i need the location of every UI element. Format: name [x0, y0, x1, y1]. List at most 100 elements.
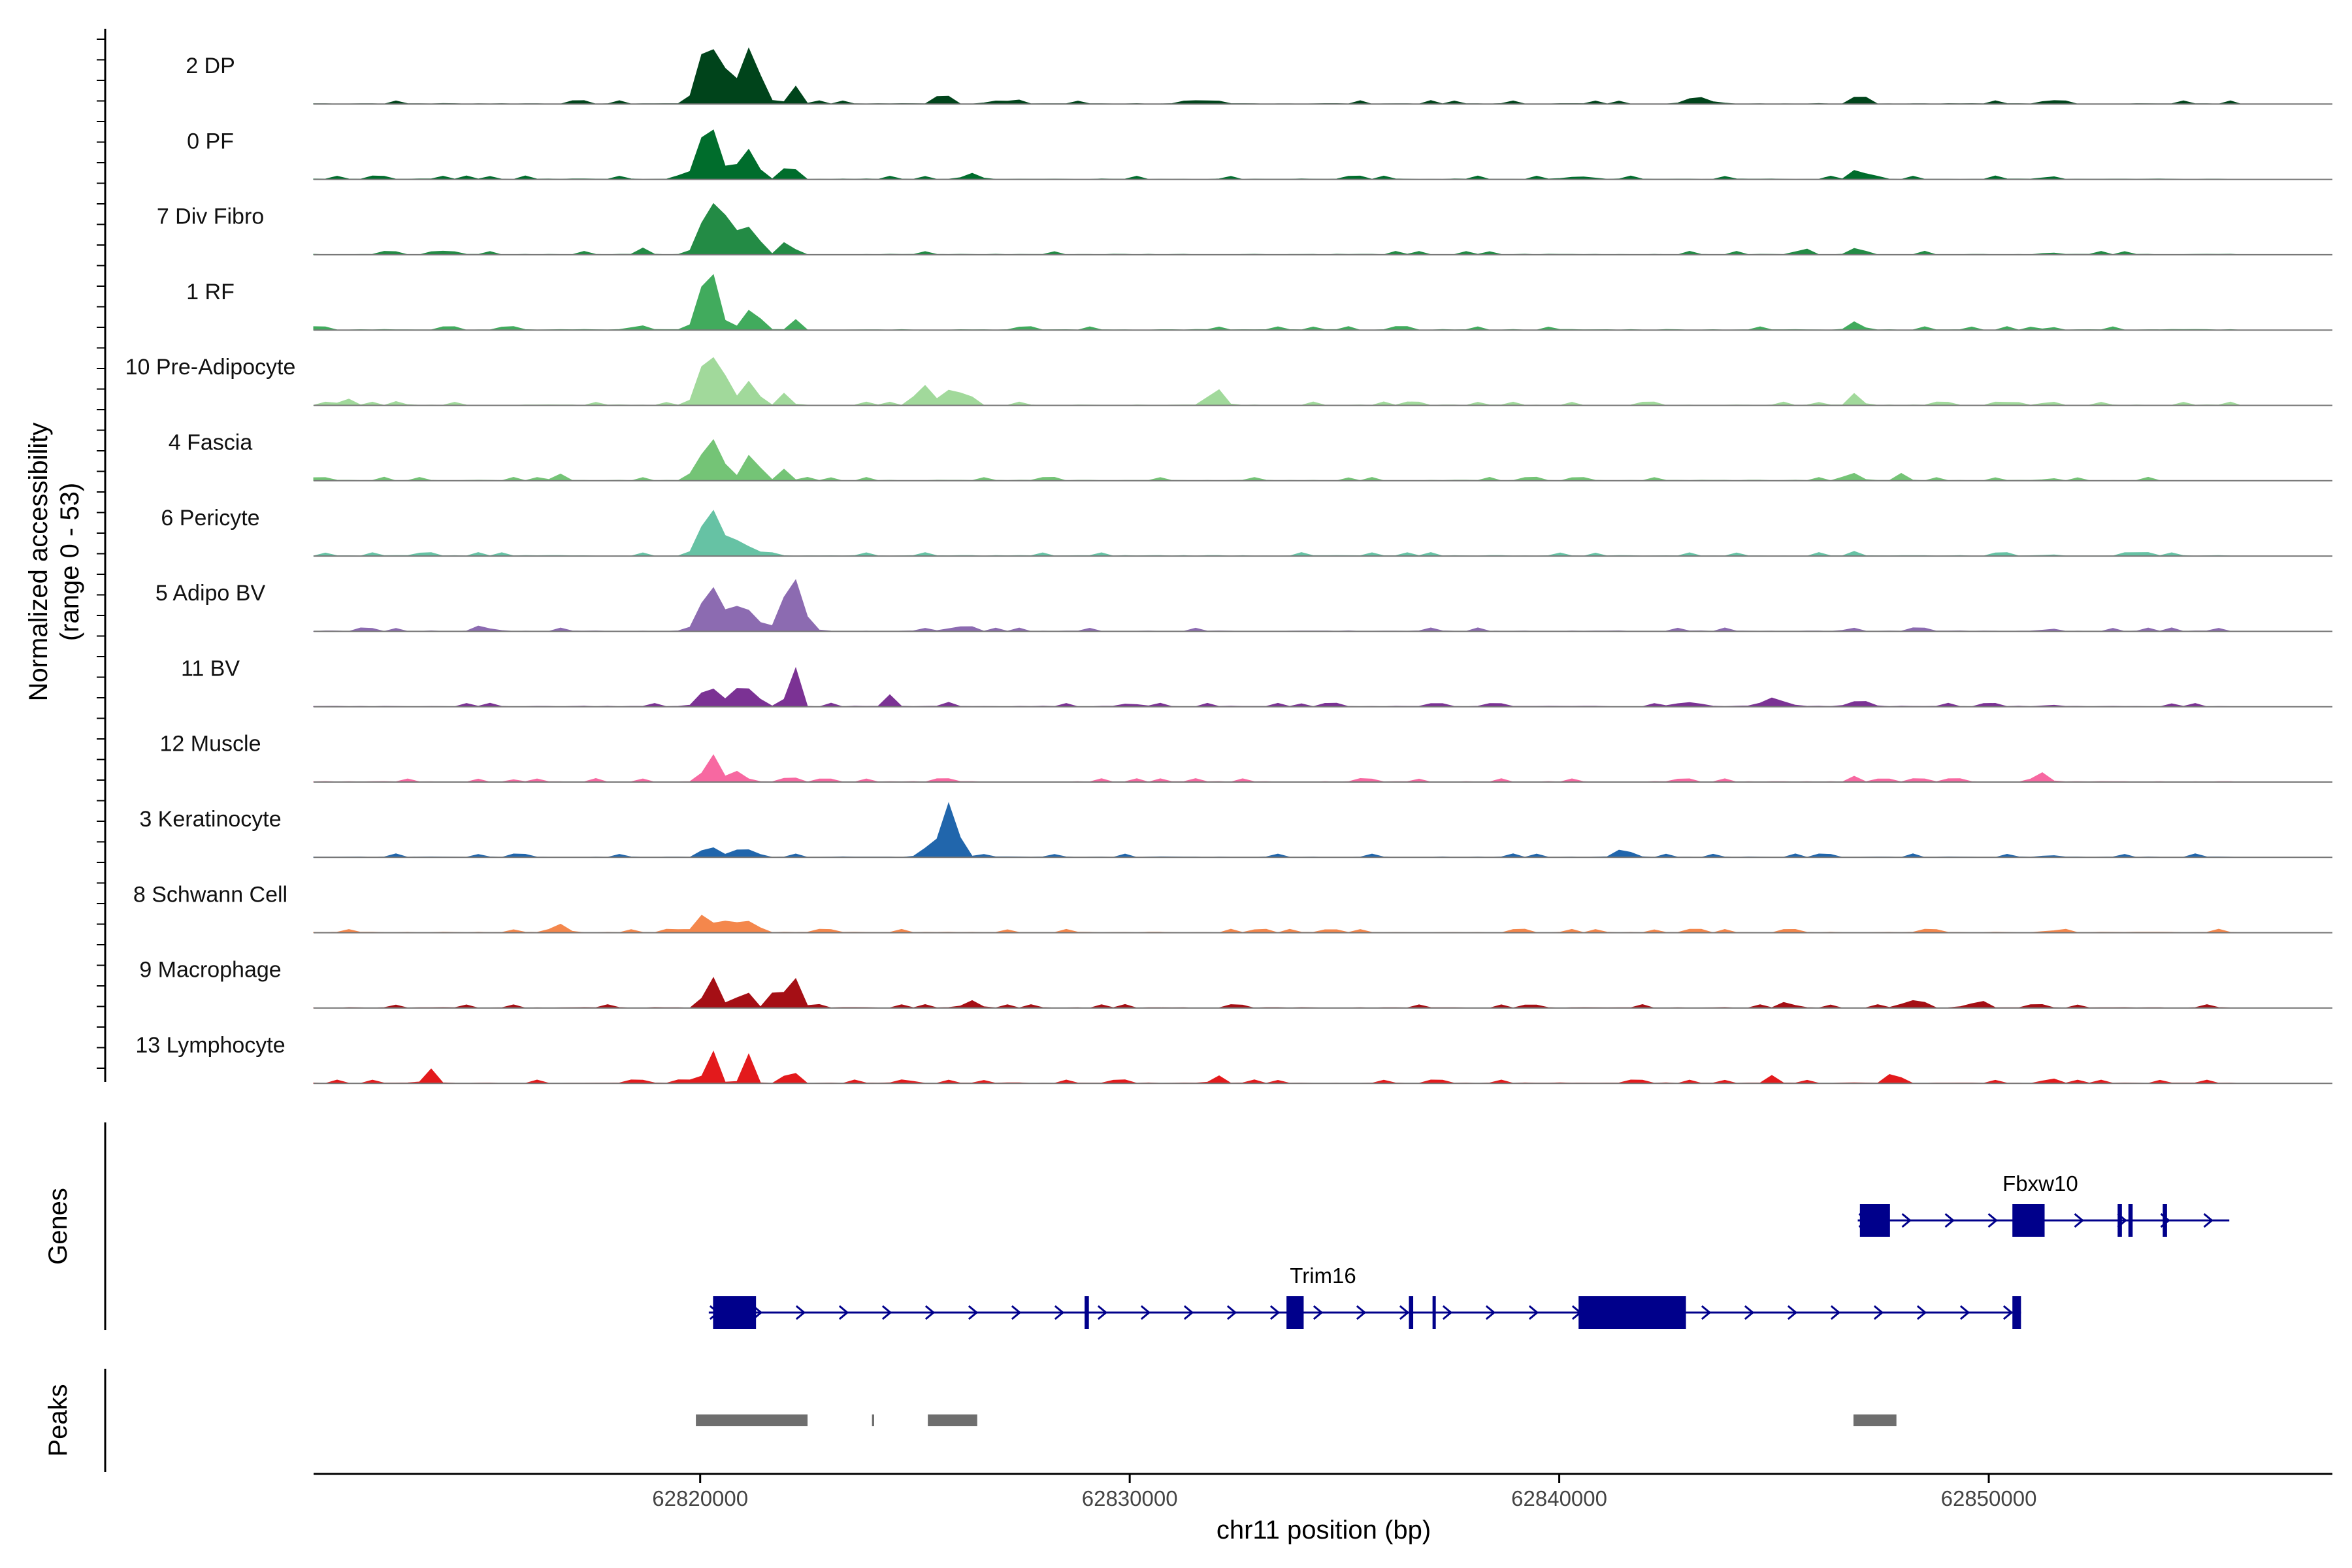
coverage-area	[313, 274, 2242, 331]
gene-exon	[1859, 1204, 1890, 1237]
gene-exon	[1286, 1296, 1304, 1329]
coverage-axis-ticks	[97, 39, 105, 1069]
strand-arrow	[2002, 1305, 2014, 1320]
strand-arrow	[1226, 1305, 1237, 1320]
strand-arrow	[1987, 1213, 1998, 1228]
track-6: 4 Fascia	[169, 431, 2332, 482]
gene-exon	[2128, 1204, 2133, 1237]
coverage-area	[313, 802, 2242, 858]
coverage-area	[313, 754, 2242, 783]
strand-arrow	[1399, 1305, 1410, 1320]
strand-arrow	[1873, 1305, 1884, 1320]
x-tick-label: 62850000	[1941, 1486, 2037, 1511]
strand-arrow	[1744, 1305, 1755, 1320]
track-label: 12 Muscle	[160, 732, 261, 757]
gene-exon	[1578, 1296, 1686, 1329]
strand-arrow	[1528, 1305, 1539, 1320]
gene-exon	[2117, 1204, 2122, 1237]
track-label: 8 Schwann Cell	[133, 882, 287, 907]
gene-annotations: Fbxw10 Trim16	[708, 1171, 2230, 1329]
strand-arrow	[1901, 1213, 1912, 1228]
x-axis-ticks: 62820000 62830000 62840000 62850000	[652, 1474, 2036, 1511]
gene-exon	[2163, 1204, 2167, 1237]
y-axis-range: (range 0 - 53)	[56, 483, 84, 641]
x-tick-label: 62830000	[1082, 1486, 1178, 1511]
strand-arrow	[1011, 1305, 1022, 1320]
strand-arrow	[2074, 1213, 2084, 1228]
strand-arrow	[838, 1305, 849, 1320]
track-9: 11 BV	[181, 656, 2332, 708]
gene-exon	[1085, 1296, 1089, 1329]
track-label: 2 DP	[186, 54, 235, 78]
coverage-area	[313, 579, 2242, 632]
track-10: 12 Muscle	[160, 732, 2332, 783]
gene-fbxw10: Fbxw10	[1857, 1171, 2230, 1237]
track-label: 1 RF	[186, 280, 235, 304]
coverage-tracks: 2 DP 0 PF 7 Div Fibro 1 RF 10 Pre-Adipocyte 4…	[125, 47, 2332, 1085]
track-11: 3 Keratinocyte	[139, 802, 2332, 858]
peak-bar	[928, 1414, 977, 1426]
gene-label: Fbxw10	[2002, 1171, 2078, 1196]
track-14: 13 Lymphocyte	[135, 1033, 2332, 1085]
coverage-area	[313, 129, 2241, 180]
peaks-panel-label: Peaks	[44, 1384, 73, 1456]
track-1: 2 DP	[186, 47, 2332, 105]
strand-arrow	[1356, 1305, 1367, 1320]
track-3: 7 Div Fibro	[157, 203, 2332, 255]
track-label: 0 PF	[187, 129, 234, 154]
track-2: 0 PF	[187, 129, 2332, 180]
strand-arrow	[1097, 1305, 1108, 1320]
gene-label: Trim16	[1290, 1264, 1356, 1288]
x-tick-label: 62840000	[1511, 1486, 1607, 1511]
track-5: 10 Pre-Adipocyte	[125, 355, 2332, 406]
strand-arrow	[1959, 1305, 1970, 1320]
strand-arrow	[1787, 1305, 1798, 1320]
gene-exon	[2012, 1204, 2045, 1237]
strand-arrow	[1701, 1305, 1712, 1320]
track-12: 8 Schwann Cell	[133, 882, 2332, 934]
coverage-area	[313, 1050, 2242, 1084]
strand-arrow	[1916, 1305, 1927, 1320]
gene-trim16: Trim16	[708, 1264, 2021, 1329]
track-label: 11 BV	[181, 656, 240, 681]
track-label: 13 Lymphocyte	[135, 1033, 285, 1058]
strand-arrow	[1442, 1305, 1453, 1320]
strand-arrow	[1485, 1305, 1496, 1320]
gene-exon	[1409, 1296, 1414, 1329]
y-axis-title: Normalized accessibility	[24, 423, 53, 702]
x-axis-title: chr11 position (bp)	[1217, 1516, 1431, 1544]
coverage-area	[313, 357, 2242, 406]
track-label: 4 Fascia	[169, 431, 253, 455]
track-7: 6 Pericyte	[161, 506, 2332, 557]
track-label: 6 Pericyte	[161, 506, 259, 531]
strand-arrow	[2203, 1213, 2213, 1228]
track-label: 10 Pre-Adipocyte	[125, 355, 296, 380]
track-label: 3 Keratinocyte	[139, 807, 281, 832]
strand-arrow	[924, 1305, 936, 1320]
strand-arrow	[1140, 1305, 1151, 1320]
track-label: 9 Macrophage	[139, 958, 281, 983]
coverage-area	[313, 510, 2242, 557]
strand-arrow	[881, 1305, 892, 1320]
peak-bar	[872, 1414, 874, 1426]
strand-arrow	[968, 1305, 979, 1320]
coverage-area	[313, 915, 2242, 934]
strand-arrow	[1830, 1305, 1841, 1320]
coverage-area	[313, 666, 2242, 708]
strand-arrow	[1183, 1305, 1194, 1320]
peak-bar	[696, 1414, 808, 1426]
coverage-area	[313, 977, 2242, 1009]
peak-bar	[1853, 1414, 1897, 1426]
peak-regions	[696, 1414, 1897, 1426]
track-label: 7 Div Fibro	[157, 204, 264, 229]
coverage-area	[313, 47, 2242, 105]
track-8: 5 Adipo BV	[155, 579, 2332, 632]
coverage-area	[313, 203, 2242, 255]
strand-arrow	[1269, 1305, 1281, 1320]
strand-arrow	[1313, 1305, 1324, 1320]
coverage-area	[313, 438, 2242, 482]
track-13: 9 Macrophage	[139, 958, 2332, 1009]
track-4: 1 RF	[186, 274, 2332, 331]
x-tick-label: 62820000	[652, 1486, 748, 1511]
gene-exon	[1432, 1296, 1436, 1329]
